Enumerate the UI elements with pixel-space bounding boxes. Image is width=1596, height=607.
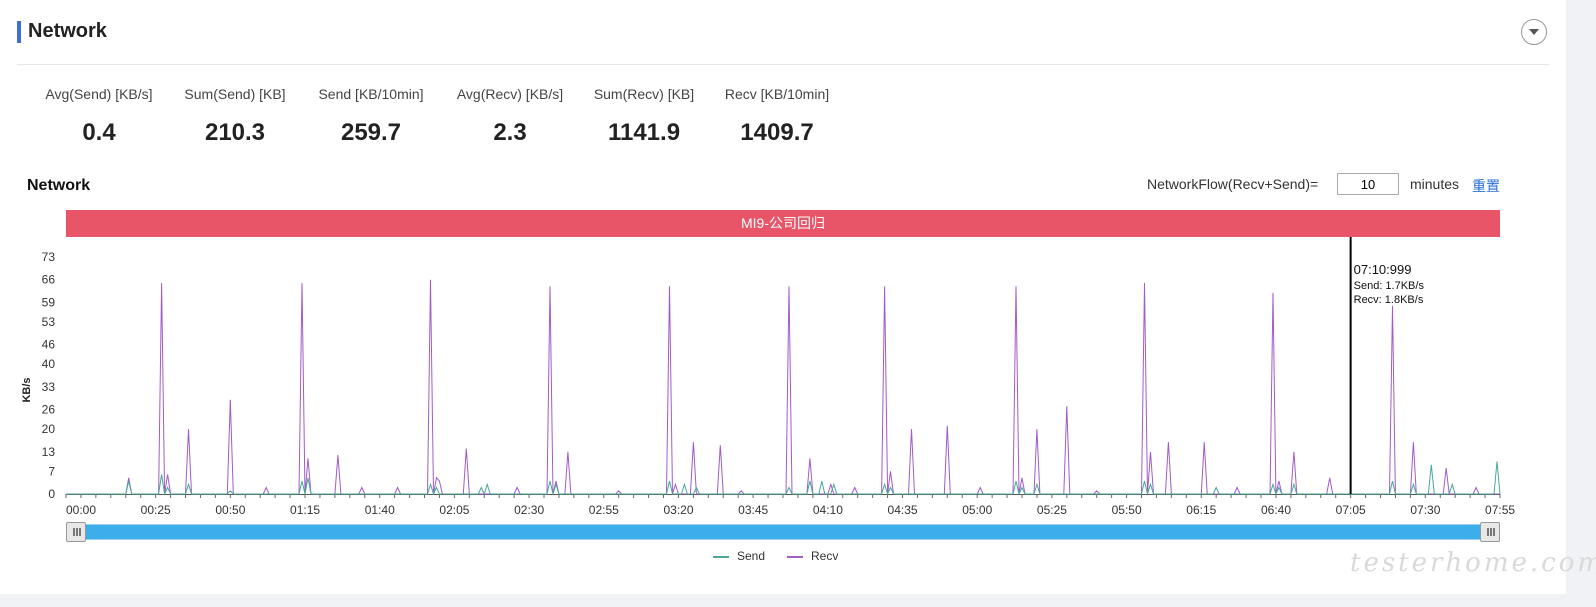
cursor-recv-value: Recv: 1.8KB/s (1354, 294, 1424, 306)
divider (17, 64, 1549, 65)
stat-label: Sum(Send) [KB] (184, 86, 286, 102)
x-tick-label: 05:50 (1112, 503, 1142, 517)
series-layer (66, 279, 1501, 496)
stat-sum-recv: Sum(Recv) [KB] 1141.9 (590, 86, 698, 147)
collapse-button[interactable] (1521, 19, 1547, 45)
network-flow-label: NetworkFlow(Recv+Send)= (1147, 176, 1319, 192)
stat-avg-recv: Avg(Recv) [KB/s] 2.3 (452, 86, 568, 147)
x-tick-label: 02:55 (589, 503, 619, 517)
y-axis: 0 7 13 20 26 33 40 46 53 59 66 73 (42, 250, 56, 501)
stat-value: 1409.7 (740, 119, 814, 146)
x-tick-label: 05:25 (1037, 503, 1067, 517)
stat-send-10min: Send [KB/10min] 259.7 (312, 86, 430, 147)
cursor-send-value: Send: 1.7KB/s (1354, 280, 1425, 292)
x-tick-label: 02:30 (514, 503, 544, 517)
x-tick-label: 01:40 (365, 503, 395, 517)
x-tick-label: 06:40 (1261, 503, 1291, 517)
stat-label: Send [KB/10min] (318, 86, 424, 102)
legend-item-send[interactable]: Send (713, 549, 765, 563)
x-axis: 00:00 00:25 00:50 01:15 01:40 02:05 02:30 02:55… (65, 494, 1515, 517)
stat-label: Avg(Recv) [KB/s] (456, 86, 564, 102)
x-tick-label: 04:35 (888, 503, 918, 517)
x-tick-label: 01:15 (290, 503, 320, 517)
x-tick-label: 00:50 (215, 503, 245, 517)
reset-link[interactable]: 重置 (1472, 178, 1500, 194)
flow-minutes-input[interactable] (1337, 173, 1399, 195)
y-axis-label: KB/s (21, 377, 33, 402)
device-banner: MI9-公司回归 (66, 210, 1500, 237)
zoom-slider-track[interactable] (66, 524, 1500, 540)
stat-sum-send: Sum(Send) [KB] 210.3 (180, 86, 290, 147)
section-accent-bar (17, 21, 21, 43)
y-tick-label: 20 (42, 422, 56, 436)
stat-label: Sum(Recv) [KB] (593, 86, 695, 102)
stat-recv-10min: Recv [KB/10min] 1409.7 (719, 86, 835, 147)
y-tick-label: 46 (42, 338, 56, 352)
legend-swatch-send (713, 555, 729, 558)
y-tick-label: 33 (42, 380, 56, 394)
zoom-slider-left-handle[interactable] (66, 522, 86, 542)
watermark: testerhome.com (1350, 548, 1596, 578)
x-tick-label: 07:30 (1410, 503, 1440, 517)
x-tick-label: 07:55 (1485, 503, 1515, 517)
x-tick-label: 03:20 (663, 503, 693, 517)
y-tick-label: 53 (42, 315, 56, 329)
y-tick-label: 13 (42, 445, 56, 459)
x-tick-label: 05:00 (962, 503, 992, 517)
stat-value: 1141.9 (607, 119, 681, 146)
flow-unit-label: minutes (1410, 176, 1460, 192)
x-tick-label: 04:10 (813, 503, 843, 517)
stat-value: 0.4 (82, 119, 116, 146)
legend-label: Send (737, 549, 766, 563)
y-tick-label: 26 (42, 403, 56, 417)
legend-swatch-recv (787, 555, 803, 558)
series-line-recv (66, 279, 1500, 495)
stat-value: 210.3 (204, 119, 266, 146)
x-tick-label: 02:05 (439, 503, 469, 517)
section-title: Network (28, 20, 107, 42)
x-tick-label: 00:00 (66, 503, 96, 517)
y-tick-label: 0 (48, 487, 55, 501)
stat-label: Avg(Send) [KB/s] (45, 86, 153, 102)
series-line-send (66, 461, 1501, 496)
stat-value: 259.7 (340, 119, 402, 146)
y-tick-label: 59 (42, 295, 56, 309)
y-tick-label: 73 (42, 250, 56, 264)
legend-label: Recv (811, 549, 839, 563)
network-panel: Network Avg(Send) [KB/s] 0.4 Sum(Send) [… (0, 0, 1596, 594)
y-tick-label: 40 (42, 357, 56, 371)
y-tick-label: 7 (48, 464, 55, 478)
x-tick-label: 03:45 (738, 503, 768, 517)
network-line-chart[interactable]: 0 7 13 20 26 33 40 46 53 59 66 73 00:00 00:25 00:50 01… (0, 237, 1566, 520)
hover-cursor: 07:10:999 Send: 1.7KB/s Recv: 1.8KB/s (1349, 237, 1425, 494)
stat-value: 2.3 (493, 119, 527, 146)
x-tick-label: 06:15 (1186, 503, 1216, 517)
cursor-time: 07:10:999 (1354, 262, 1412, 277)
stat-label: Recv [KB/10min] (724, 86, 830, 102)
legend-item-recv[interactable]: Recv (787, 549, 838, 563)
x-tick-label: 07:05 (1336, 503, 1366, 517)
stat-avg-send: Avg(Send) [KB/s] 0.4 (40, 86, 158, 147)
x-tick-label: 00:25 (141, 503, 171, 517)
zoom-slider-right-handle[interactable] (1480, 522, 1500, 542)
y-tick-label: 66 (42, 273, 56, 287)
chart-title: Network (27, 177, 91, 194)
